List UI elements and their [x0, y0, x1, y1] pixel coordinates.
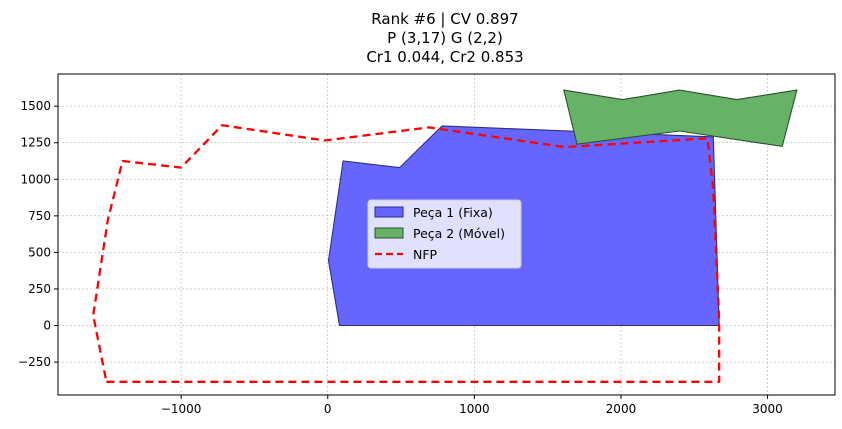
y-tick-label: −250 — [18, 355, 51, 369]
legend-label-peca-1: Peça 1 (Fixa) — [413, 205, 493, 220]
y-tick-label: 500 — [28, 245, 51, 259]
peca-1-polygon — [327, 125, 720, 327]
chart-title-line-2: P (3,17) G (2,2) — [387, 29, 503, 47]
legend-swatch-peca-1 — [374, 206, 404, 218]
legend-swatch-peca-2 — [374, 227, 404, 239]
x-tick-label: 3000 — [752, 402, 783, 416]
x-tick-label: 2000 — [606, 402, 637, 416]
y-tick-label: 250 — [28, 282, 51, 296]
polygon-layer — [327, 89, 798, 327]
legend-label-peca-2: Peça 2 (Móvel) — [413, 226, 505, 241]
y-tick-label: 750 — [28, 209, 51, 223]
y-tick-label: 0 — [43, 319, 51, 333]
x-tick-label: −1000 — [161, 402, 202, 416]
line-layer — [92, 124, 721, 383]
nfp-line — [92, 124, 721, 383]
chart-title-line-3: Cr1 0.044, Cr2 0.853 — [366, 48, 523, 66]
y-tick-label: 1250 — [20, 136, 51, 150]
x-tick-label: 1000 — [459, 402, 490, 416]
legend-label-nfp: NFP — [413, 247, 438, 262]
legend-box — [367, 199, 522, 269]
plot-frame — [57, 73, 836, 396]
x-tick-label: 0 — [324, 402, 332, 416]
ticks: −1000 0 1000 2000 3000 −250 0 250 500 750 1000 1250… — [18, 99, 783, 416]
chart-title-line-1: Rank #6 | CV 0.897 — [371, 10, 518, 28]
y-tick-label: 1000 — [20, 172, 51, 186]
y-tick-label: 1500 — [20, 99, 51, 113]
legend: Peça 1 (Fixa) Peça 2 (Móvel) NFP — [367, 199, 522, 269]
peca-2-polygon — [563, 89, 798, 148]
